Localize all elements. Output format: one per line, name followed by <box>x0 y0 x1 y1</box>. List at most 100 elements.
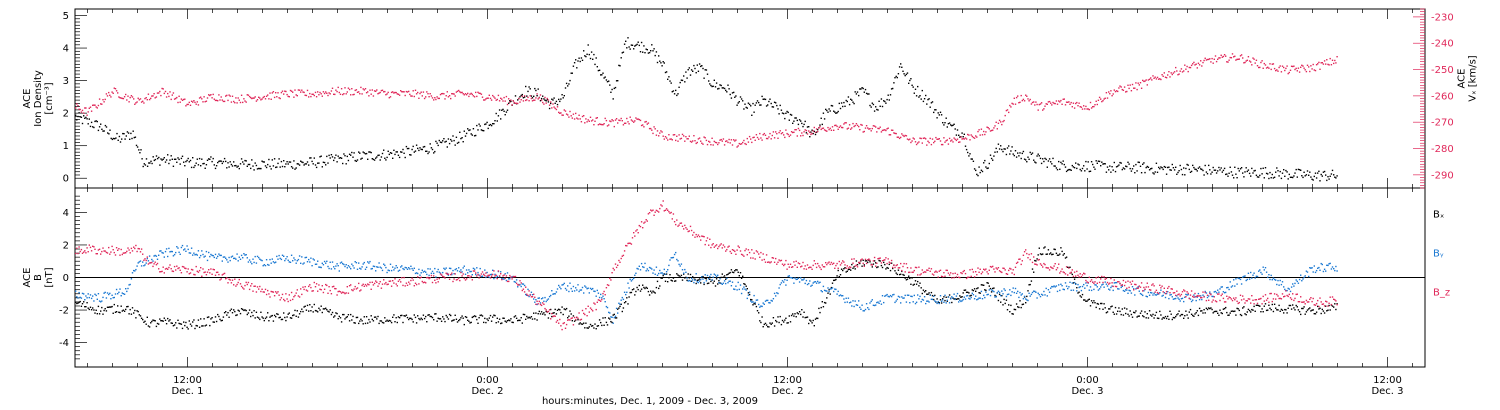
data-point <box>1192 164 1194 167</box>
data-point <box>855 93 858 95</box>
data-point <box>948 302 951 304</box>
data-point <box>536 93 538 95</box>
data-point <box>869 104 871 107</box>
data-point <box>503 110 505 112</box>
data-point <box>983 294 985 297</box>
data-point <box>422 314 425 316</box>
data-point <box>840 126 843 129</box>
data-point <box>563 109 565 111</box>
data-point <box>1143 162 1145 164</box>
data-point <box>218 253 220 255</box>
data-point <box>902 70 904 72</box>
data-point <box>465 269 468 271</box>
data-point <box>777 137 779 139</box>
data-point <box>1186 314 1188 316</box>
y-tick-label: 4 <box>63 208 69 219</box>
data-point <box>353 322 355 324</box>
data-point <box>498 100 501 102</box>
data-point <box>903 274 905 276</box>
data-point <box>676 94 678 97</box>
data-point <box>1021 99 1023 102</box>
data-point <box>1267 276 1269 278</box>
data-point <box>1128 289 1130 292</box>
data-point <box>408 90 410 93</box>
data-point <box>634 120 636 122</box>
data-point <box>1268 304 1270 306</box>
data-point <box>679 276 681 278</box>
data-point <box>242 101 244 104</box>
data-point <box>1104 97 1106 99</box>
data-point <box>817 128 819 131</box>
data-point <box>970 296 972 299</box>
data-point <box>1243 275 1245 278</box>
data-point <box>1137 286 1139 288</box>
data-point <box>758 312 760 314</box>
data-point <box>745 106 747 109</box>
data-point <box>736 146 738 148</box>
data-point <box>310 310 312 312</box>
data-point <box>655 286 658 289</box>
data-point <box>695 142 697 145</box>
data-point <box>1202 61 1204 64</box>
data-point <box>171 250 173 253</box>
data-point <box>594 63 596 66</box>
data-point <box>744 288 746 290</box>
data-point <box>911 140 913 142</box>
data-point <box>736 289 738 291</box>
data-point <box>618 307 620 309</box>
data-point <box>152 265 154 268</box>
data-point <box>75 290 77 292</box>
data-point <box>858 94 860 97</box>
data-point <box>785 317 787 319</box>
data-point <box>542 95 544 97</box>
data-point <box>103 101 105 103</box>
data-point <box>122 309 125 311</box>
data-point <box>169 319 171 321</box>
data-point <box>900 273 902 275</box>
data-point <box>1105 92 1108 94</box>
data-point <box>619 305 621 308</box>
data-point <box>835 278 837 281</box>
data-point <box>401 314 403 317</box>
data-point <box>463 94 465 96</box>
data-point <box>728 272 730 274</box>
data-point <box>927 293 929 295</box>
data-point <box>92 126 94 128</box>
data-point <box>901 133 903 135</box>
data-point <box>170 250 172 253</box>
data-point <box>458 267 460 269</box>
data-point <box>1184 64 1186 66</box>
data-point <box>773 101 776 103</box>
data-point <box>398 317 401 319</box>
data-point <box>275 166 277 169</box>
data-point <box>1192 63 1194 65</box>
data-point <box>246 94 248 96</box>
data-point <box>1165 317 1168 320</box>
data-point <box>1318 308 1320 310</box>
data-point <box>1336 175 1338 177</box>
data-point <box>275 92 277 94</box>
data-point <box>1048 100 1051 103</box>
data-point <box>1123 86 1126 88</box>
data-point <box>331 156 334 158</box>
data-point <box>653 126 655 128</box>
data-point <box>460 137 462 140</box>
data-point <box>1078 291 1080 293</box>
data-point <box>676 273 678 275</box>
data-point <box>495 112 497 115</box>
data-point <box>1094 302 1096 304</box>
data-point <box>761 95 763 98</box>
data-point <box>420 317 422 319</box>
data-point <box>384 317 386 319</box>
data-point <box>103 309 105 312</box>
data-point <box>311 265 313 267</box>
data-point <box>688 277 690 279</box>
data-point <box>1088 298 1090 300</box>
data-point <box>503 96 505 99</box>
data-point <box>850 128 852 130</box>
data-point <box>225 311 227 313</box>
data-point <box>1011 146 1013 148</box>
data-point <box>665 71 668 73</box>
data-point <box>470 270 472 273</box>
data-point <box>442 316 444 318</box>
